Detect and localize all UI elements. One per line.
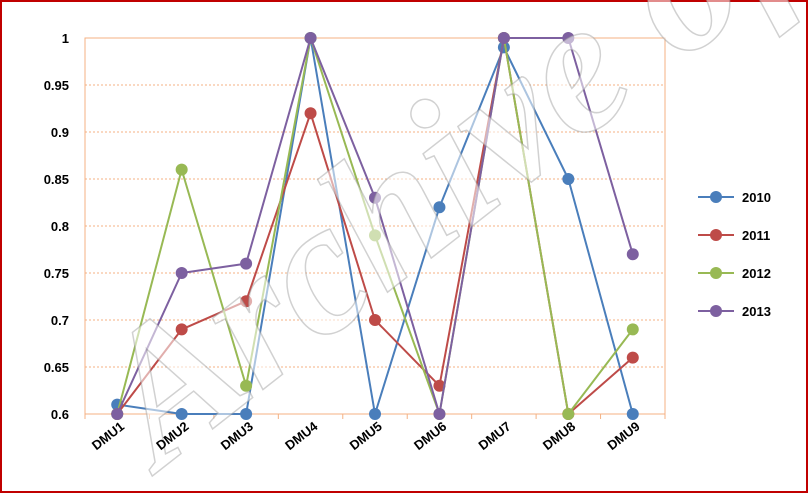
data-point (433, 379, 446, 392)
legend-item-2011: 2011 (698, 228, 770, 243)
x-tick-label: DMU5 (347, 419, 385, 454)
y-tick-label: 0.8 (51, 219, 69, 234)
legend-label: 2012 (742, 266, 771, 281)
y-tick-label: 0.85 (44, 172, 69, 187)
data-point (369, 229, 381, 242)
legend-marker (710, 229, 722, 241)
series-lines (111, 32, 639, 420)
data-point (497, 32, 510, 44)
data-point (175, 163, 188, 176)
x-tick-label: DMU9 (604, 419, 642, 454)
data-point (562, 408, 575, 420)
y-tick-label: 0.9 (51, 125, 69, 140)
legend-item-2013: 2013 (698, 304, 771, 319)
legend: 2010 2011 2012 2013 (698, 190, 771, 319)
gridlines (84, 37, 666, 415)
y-tick-label: 0.75 (44, 266, 69, 281)
axes (84, 414, 666, 419)
legend-label: 2011 (742, 228, 770, 243)
y-tick-label: 0.6 (51, 407, 69, 422)
data-point (626, 408, 639, 420)
data-point (240, 257, 253, 270)
data-point (626, 323, 639, 336)
x-tick-label: DMU8 (540, 419, 578, 454)
data-point (304, 107, 317, 120)
data-point (369, 191, 381, 204)
data-point (433, 408, 446, 420)
data-point (240, 379, 253, 392)
data-point (369, 314, 381, 326)
data-point (240, 295, 253, 308)
legend-item-2010: 2010 (698, 190, 771, 205)
y-tick-label: 1 (62, 31, 69, 46)
data-point (240, 408, 253, 420)
x-tick-label: DMU6 (411, 419, 449, 454)
y-tick-label: 0.65 (44, 360, 69, 375)
legend-label: 2010 (742, 190, 771, 205)
data-point (111, 408, 124, 420)
data-point (562, 32, 575, 44)
legend-marker (710, 305, 722, 317)
data-point (433, 201, 446, 214)
data-point (369, 408, 381, 420)
legend-marker (710, 267, 722, 279)
data-point (175, 267, 188, 279)
series-2013 (111, 32, 639, 420)
y-tick-label: 0.7 (51, 313, 69, 328)
data-point (175, 323, 188, 336)
legend-item-2012: 2012 (698, 266, 771, 281)
x-tick-label: DMU7 (475, 419, 513, 454)
y-tick-label: 0.95 (44, 78, 69, 93)
data-point (175, 408, 188, 420)
data-point (626, 248, 639, 261)
legend-label: 2013 (742, 304, 771, 319)
data-point (626, 351, 639, 364)
x-tick-label: DMU1 (89, 419, 127, 454)
data-point (304, 32, 317, 44)
legend-marker (710, 191, 722, 203)
data-point (562, 173, 575, 185)
